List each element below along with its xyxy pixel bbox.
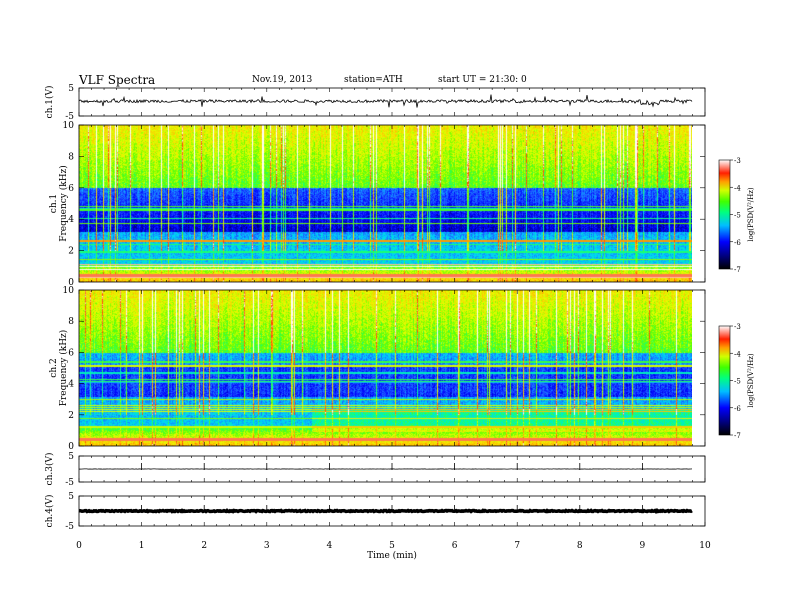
colorbar-label: log(PSD(V²/Hz) bbox=[747, 353, 755, 408]
y-tick-label: 10 bbox=[63, 121, 75, 131]
y-tick-label: 8 bbox=[68, 152, 74, 162]
colorbar-label: log(PSD(V²/Hz) bbox=[747, 187, 755, 242]
y-tick-label: 4 bbox=[68, 215, 74, 225]
y-tick-label: 5 bbox=[68, 492, 74, 502]
x-axis-label: Time (min) bbox=[367, 550, 417, 561]
y-tick-label: 10 bbox=[63, 286, 75, 296]
x-tick-label: 3 bbox=[264, 541, 270, 551]
ch2-spectrogram-image bbox=[79, 290, 692, 446]
colorbar-tick-label: -7 bbox=[734, 432, 741, 440]
x-tick-label: 5 bbox=[389, 541, 395, 551]
y-tick-label: -5 bbox=[65, 478, 74, 488]
x-tick-label: 0 bbox=[76, 541, 82, 551]
ch1-spectrogram-colorbar bbox=[718, 159, 731, 270]
y-tick-label: -5 bbox=[65, 112, 74, 122]
x-tick-label: 2 bbox=[201, 541, 207, 551]
y-tick-label: 2 bbox=[68, 247, 74, 257]
y-tick-label: 6 bbox=[68, 184, 74, 194]
colorbar-tick-label: -5 bbox=[734, 378, 741, 386]
y-tick-label: 0 bbox=[68, 278, 74, 288]
frequency-label: Frequency (kHz) bbox=[58, 330, 69, 407]
ch1-waveform-ylabel: ch.1(V) bbox=[44, 86, 55, 119]
x-tick-label: 1 bbox=[139, 541, 145, 551]
colorbar-tick-label: -6 bbox=[734, 239, 741, 247]
colorbar-tick-label: -4 bbox=[734, 184, 741, 192]
colorbar-tick-label: -7 bbox=[734, 266, 741, 274]
ch2-spectrogram-colorbar bbox=[718, 325, 731, 436]
x-tick-label: 9 bbox=[640, 541, 646, 551]
channel-label: ch.2 bbox=[49, 358, 59, 377]
y-tick-label: 4 bbox=[68, 380, 74, 390]
ch2-spectrogram-ylabel: ch.2 Frequency (kHz) bbox=[49, 330, 69, 407]
ch4-waveform-ylabel: ch.4(V) bbox=[44, 495, 55, 528]
frequency-label: Frequency (kHz) bbox=[58, 165, 69, 242]
figure-title: VLF Spectra bbox=[79, 73, 156, 87]
x-tick-label: 6 bbox=[452, 541, 458, 551]
colorbar-tick-label: -6 bbox=[734, 405, 741, 413]
y-tick-label: 5 bbox=[68, 84, 74, 94]
ch4-waveform-trace bbox=[78, 508, 693, 514]
y-tick-label: 5 bbox=[68, 452, 74, 462]
ch3-waveform-ylabel: ch.3(V) bbox=[44, 453, 55, 486]
colorbar-tick-label: -3 bbox=[734, 323, 741, 331]
y-tick-label: 0 bbox=[68, 442, 74, 452]
y-tick-label: 2 bbox=[68, 411, 74, 421]
start-time-label: start UT = 21:30: 0 bbox=[438, 75, 527, 85]
ch1-spectrogram-ylabel: ch.1 Frequency (kHz) bbox=[49, 165, 69, 242]
colorbar-tick-label: -5 bbox=[734, 212, 741, 220]
colorbar-tick-label: -3 bbox=[734, 157, 741, 165]
x-tick-label: 8 bbox=[577, 541, 583, 551]
x-tick-label: 7 bbox=[514, 541, 520, 551]
ch1-waveform-trace bbox=[78, 94, 693, 108]
date-label: Nov.19, 2013 bbox=[252, 75, 313, 85]
colorbar-tick-label: -4 bbox=[734, 350, 741, 358]
y-tick-label: -5 bbox=[65, 522, 74, 532]
y-tick-label: 8 bbox=[68, 317, 74, 327]
channel-label: ch.1 bbox=[49, 194, 59, 213]
x-tick-label: 10 bbox=[699, 541, 711, 551]
x-tick-label: 4 bbox=[327, 541, 333, 551]
station-label: station=ATH bbox=[344, 75, 403, 85]
y-tick-label: 6 bbox=[68, 348, 74, 358]
ch1-spectrogram-image bbox=[79, 125, 692, 282]
